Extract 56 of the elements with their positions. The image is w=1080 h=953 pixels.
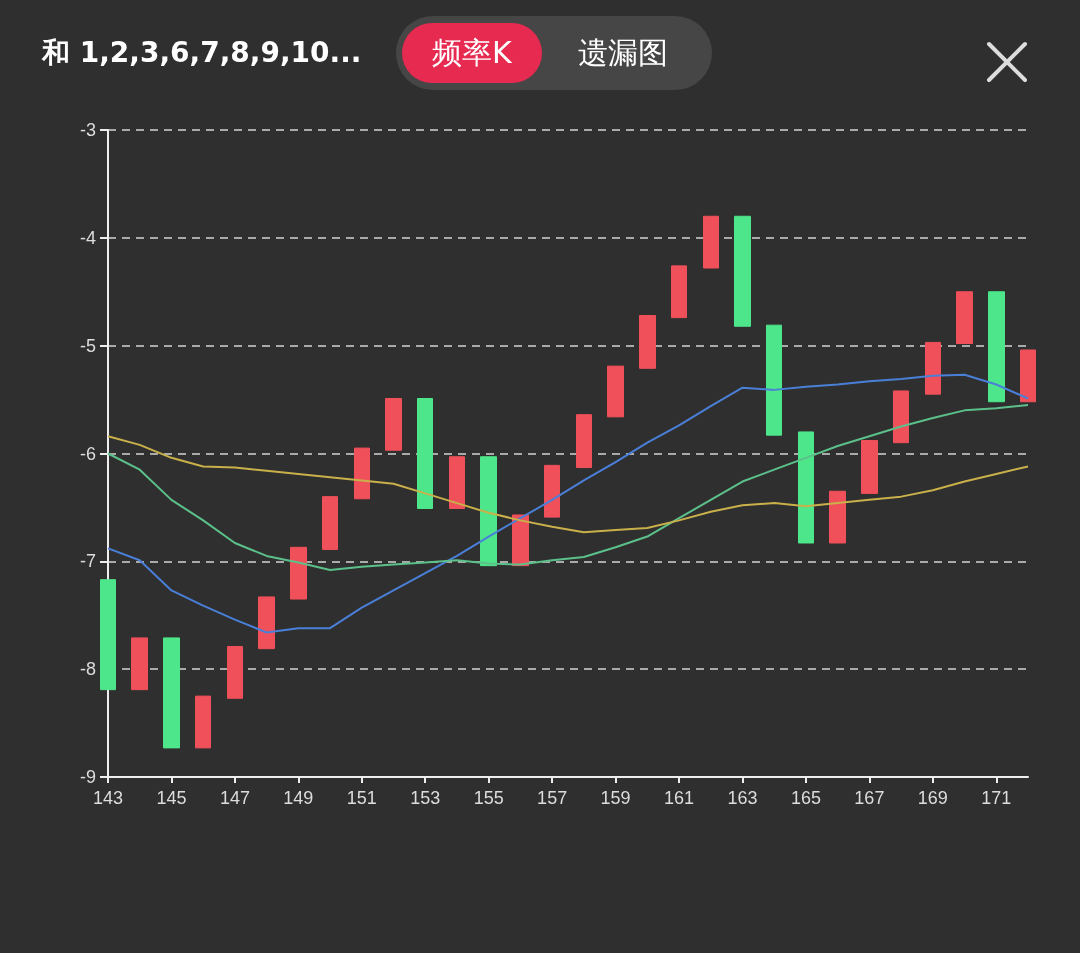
candlestick: [703, 215, 719, 269]
x-tick-label: 145: [156, 788, 187, 808]
candlestick: [988, 291, 1005, 403]
x-tick-label: 155: [473, 788, 504, 808]
candlestick: [798, 431, 814, 544]
candlestick: [607, 365, 624, 418]
line-series: [107, 373, 1029, 634]
y-tick-label: -7: [79, 551, 96, 572]
x-tick-label: 165: [790, 788, 821, 808]
y-tick-label: -9: [79, 767, 96, 787]
candlestick: [131, 637, 148, 691]
candlestick: [227, 646, 243, 699]
candlestick: [354, 447, 370, 500]
line-series: [107, 435, 1029, 534]
candlestick: [576, 414, 592, 469]
x-tick-label: 151: [346, 788, 377, 808]
candlestick: [861, 440, 878, 494]
y-tick-label: -3: [79, 120, 96, 140]
y-tick-label: -8: [79, 659, 96, 680]
candlestick: [258, 596, 275, 650]
x-tick-label: 149: [283, 788, 314, 808]
chart-title: 和 1,2,3,6,7,8,9,10...: [42, 35, 362, 71]
candlestick: [449, 456, 465, 509]
x-tick-label: 157: [537, 788, 568, 808]
y-tick-label: -6: [79, 443, 96, 464]
y-tick-label: -4: [79, 227, 96, 248]
candlestick: [734, 215, 751, 327]
x-tick-label: 143: [92, 788, 124, 808]
candlestick: [1020, 349, 1036, 403]
candlestick: [385, 398, 402, 451]
candlestick: [893, 390, 909, 444]
line-series: [107, 403, 1029, 571]
y-tick-label: -5: [79, 335, 96, 356]
x-tick-label: 169: [917, 788, 948, 808]
text: 遗漏图: [576, 34, 669, 72]
x-tick-label: 153: [410, 788, 441, 808]
candlestick: [639, 314, 656, 369]
candlestick: [544, 464, 560, 518]
candlestick: [290, 546, 307, 600]
candlestick: [956, 291, 973, 345]
x-tick-label: 171: [981, 788, 1012, 808]
candlestick: [163, 637, 180, 749]
x-tick-label: 159: [600, 788, 631, 808]
candlestick: [480, 456, 497, 567]
candlestick: [925, 341, 941, 395]
candlestick: [671, 265, 687, 319]
candlestick: [829, 490, 846, 544]
x-tick-label: 163: [727, 788, 758, 808]
x-tick-label: 147: [219, 788, 250, 808]
candlestick: [195, 695, 211, 749]
candlestick: [417, 398, 433, 509]
candlestick: [322, 496, 338, 550]
text: 频率K: [402, 23, 542, 83]
x-tick-label: 161: [664, 788, 695, 808]
x-tick-label: 167: [854, 788, 885, 808]
candlestick: [766, 324, 782, 436]
